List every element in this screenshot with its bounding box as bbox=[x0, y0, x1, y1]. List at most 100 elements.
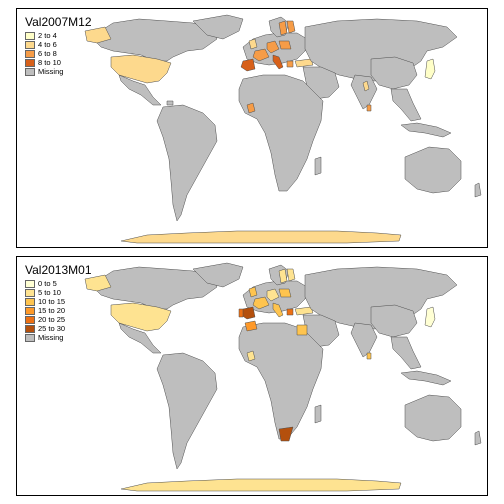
turkey bbox=[294, 306, 314, 316]
legend-label: 20 to 25 bbox=[38, 315, 66, 324]
indonesia bbox=[400, 370, 452, 386]
italy bbox=[272, 54, 284, 70]
greenland bbox=[192, 262, 244, 288]
legend-label: 0 to 5 bbox=[38, 279, 57, 288]
legend-label: Missing bbox=[38, 67, 64, 76]
australia bbox=[404, 146, 462, 194]
legend-top: Val2007M12 2 to 4 4 to 6 6 to 8 8 to 10 … bbox=[25, 15, 92, 76]
legend-label: 10 to 15 bbox=[38, 297, 66, 306]
legend-swatch bbox=[25, 67, 35, 76]
legend-label: 4 to 6 bbox=[38, 40, 57, 49]
legend-item: 10 to 15 bbox=[25, 297, 92, 306]
finland bbox=[286, 20, 296, 34]
caribbean-2 bbox=[166, 100, 174, 106]
legend-swatch bbox=[25, 333, 35, 342]
legend-item: 0 to 5 bbox=[25, 279, 92, 288]
sweden bbox=[278, 20, 288, 36]
legend-swatch bbox=[25, 40, 35, 49]
legend-swatch bbox=[25, 31, 35, 40]
legend-item: Missing bbox=[25, 333, 92, 342]
map-panel-bottom: Val2013M01 0 to 5 5 to 10 10 to 15 15 to… bbox=[16, 256, 488, 496]
mexico bbox=[118, 322, 162, 354]
legend-item: 5 to 10 bbox=[25, 288, 92, 297]
france bbox=[252, 48, 270, 62]
map-panel-top: Val2007M12 2 to 4 4 to 6 6 to 8 8 to 10 … bbox=[16, 8, 488, 248]
italy bbox=[272, 302, 284, 318]
china bbox=[370, 56, 418, 90]
legend-item: 6 to 8 bbox=[25, 49, 92, 58]
new-zealand bbox=[474, 430, 482, 446]
legend-swatch bbox=[25, 279, 35, 288]
india bbox=[350, 74, 378, 110]
legend-bottom: Val2013M01 0 to 5 5 to 10 10 to 15 15 to… bbox=[25, 263, 92, 342]
legend-label: Missing bbox=[38, 333, 64, 342]
south-africa bbox=[278, 426, 294, 442]
poland bbox=[278, 288, 292, 298]
legend-item: 8 to 10 bbox=[25, 58, 92, 67]
sri-lanka bbox=[366, 352, 372, 360]
japan bbox=[424, 306, 436, 328]
africa bbox=[238, 322, 324, 440]
world-map-2007 bbox=[84, 14, 482, 244]
france bbox=[252, 296, 270, 310]
alaska bbox=[84, 274, 112, 292]
portugal bbox=[238, 308, 244, 318]
ireland bbox=[248, 286, 258, 298]
legend-item: 20 to 25 bbox=[25, 315, 92, 324]
ireland bbox=[248, 38, 258, 50]
finland bbox=[286, 268, 296, 282]
legend-swatch bbox=[25, 288, 35, 297]
australia bbox=[404, 394, 462, 442]
legend-title: Val2013M01 bbox=[25, 263, 92, 277]
west-africa-state bbox=[246, 350, 256, 362]
japan bbox=[424, 58, 436, 80]
north-america bbox=[90, 266, 218, 310]
mexico bbox=[118, 74, 162, 106]
legend-swatch bbox=[25, 49, 35, 58]
india-state bbox=[362, 80, 370, 92]
legend-item: 4 to 6 bbox=[25, 40, 92, 49]
turkey bbox=[294, 58, 314, 68]
india bbox=[350, 322, 378, 358]
se-asia bbox=[390, 88, 422, 122]
legend-swatch bbox=[25, 306, 35, 315]
south-america bbox=[156, 104, 218, 222]
indonesia bbox=[400, 122, 452, 138]
sri-lanka bbox=[366, 104, 372, 112]
poland bbox=[278, 40, 292, 50]
germany bbox=[266, 288, 280, 302]
spain bbox=[240, 58, 256, 72]
germany bbox=[266, 40, 280, 54]
legend-swatch bbox=[25, 297, 35, 306]
legend-item: Missing bbox=[25, 67, 92, 76]
usa bbox=[110, 54, 172, 84]
world-map-2013 bbox=[84, 262, 482, 492]
legend-item: 2 to 4 bbox=[25, 31, 92, 40]
legend-swatch bbox=[25, 315, 35, 324]
legend-swatch bbox=[25, 324, 35, 333]
greece bbox=[286, 60, 294, 68]
antarctica bbox=[120, 478, 402, 492]
north-america bbox=[90, 18, 218, 62]
greece bbox=[286, 308, 294, 316]
legend-label: 15 to 20 bbox=[38, 306, 66, 315]
morocco bbox=[244, 320, 258, 332]
africa bbox=[238, 74, 324, 192]
greenland bbox=[192, 14, 244, 40]
new-zealand bbox=[474, 182, 482, 198]
egypt bbox=[296, 324, 308, 336]
se-asia bbox=[390, 336, 422, 370]
legend-swatch bbox=[25, 58, 35, 67]
legend-label: 6 to 8 bbox=[38, 49, 57, 58]
legend-item: 15 to 20 bbox=[25, 306, 92, 315]
china bbox=[370, 304, 418, 338]
antarctica bbox=[120, 230, 402, 244]
usa bbox=[110, 302, 172, 332]
legend-label: 8 to 10 bbox=[38, 58, 61, 67]
madagascar bbox=[314, 156, 322, 176]
west-africa-state bbox=[246, 102, 256, 114]
sweden bbox=[278, 268, 288, 284]
legend-title: Val2007M12 bbox=[25, 15, 92, 29]
legend-item: 25 to 30 bbox=[25, 324, 92, 333]
madagascar bbox=[314, 404, 322, 424]
